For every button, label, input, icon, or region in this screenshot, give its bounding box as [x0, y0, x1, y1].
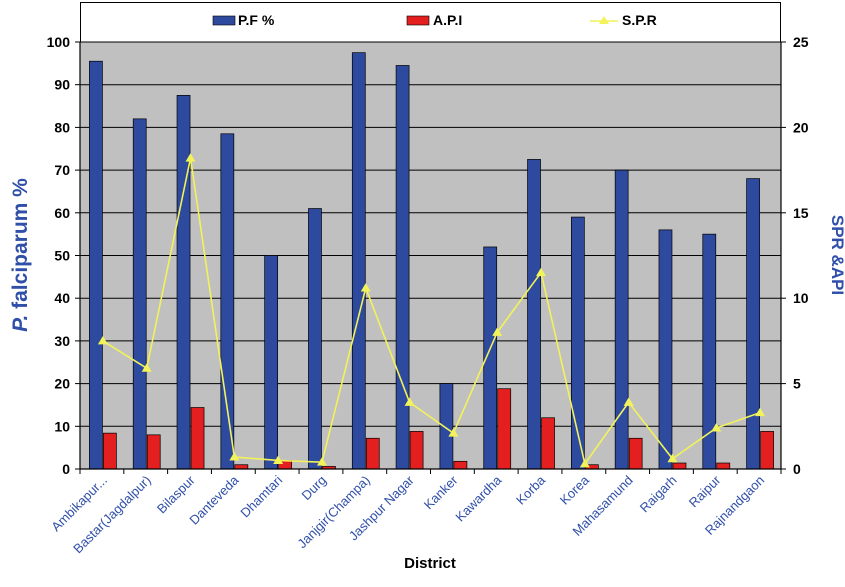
- category-label: Bilaspur: [154, 472, 198, 516]
- spr-point: [448, 428, 459, 437]
- left-axis-ticks: 0 10 20 30 40 50 60 70 80 90 100: [47, 34, 80, 477]
- category-label: Kanker: [421, 472, 461, 512]
- right-axis-ticks: 0 5 10 15 20 25: [781, 34, 809, 477]
- pf-bar: [220, 133, 235, 470]
- pf-bar: [439, 383, 454, 470]
- api-bar: [716, 462, 731, 470]
- spr-point: [185, 153, 196, 162]
- spr-line: [97, 153, 766, 468]
- left-tick-label: 20: [54, 376, 70, 392]
- left-tick-label: 70: [54, 162, 70, 178]
- category-label: Kawardha: [452, 472, 505, 525]
- left-tick-label: 50: [54, 248, 70, 264]
- right-tick-label: 25: [793, 34, 809, 50]
- category-label: Dhamtari: [237, 472, 285, 520]
- api-bar: [628, 437, 643, 470]
- spr-point: [711, 423, 722, 432]
- right-tick-label: 10: [793, 290, 809, 306]
- api-bar: [365, 437, 380, 470]
- category-label: Bastar(Jagdalpur): [70, 473, 154, 557]
- legend-swatch-spr-marker: [599, 16, 609, 24]
- left-tick-label: 100: [47, 34, 71, 50]
- spr-point: [623, 397, 634, 406]
- spr-polyline: [102, 157, 761, 466]
- legend-swatch-api: [406, 15, 430, 26]
- api-bar: [234, 464, 249, 470]
- spr-point: [316, 457, 327, 466]
- spr-point: [273, 455, 284, 464]
- api-bar: [409, 431, 424, 470]
- pf-bar: [176, 95, 191, 470]
- category-label: Korea: [557, 472, 593, 508]
- spr-point: [360, 282, 371, 292]
- api-bar: [103, 432, 117, 470]
- pf-bar: [264, 255, 279, 470]
- y-axis-title-left-italic: P.: [9, 315, 32, 332]
- left-tick-label: 80: [54, 119, 70, 135]
- left-tick-label: 60: [54, 205, 70, 221]
- spr-point: [404, 397, 415, 406]
- api-bar: [453, 460, 468, 470]
- y-axis-title-left: P. falciparum %: [9, 178, 32, 332]
- api-bar: [190, 407, 205, 470]
- right-tick-label: 5: [793, 376, 801, 392]
- left-tick-label: 0: [62, 461, 70, 477]
- spr-point: [755, 407, 766, 417]
- y-axis-title-left-rest: falciparum %: [9, 178, 32, 315]
- spr-point: [229, 452, 240, 461]
- category-label: Durg: [299, 473, 330, 504]
- legend-label-api: A.P.I: [433, 12, 462, 28]
- api-bar: [760, 431, 774, 470]
- left-tick-label: 30: [54, 333, 70, 349]
- pf-bar: [395, 65, 410, 470]
- legend-label-pf: P.F %: [238, 12, 275, 28]
- spr-point: [141, 363, 152, 372]
- api-bar: [672, 462, 687, 470]
- pf-bar: [132, 118, 147, 470]
- category-labels: Ambikapur...Bastar(Jagdalpur) BilaspurDan…: [48, 472, 767, 556]
- spr-point: [579, 458, 590, 468]
- y-axis-title-right: SPR &API: [828, 215, 845, 295]
- api-bars: [103, 388, 774, 470]
- pf-bar: [746, 178, 760, 470]
- pf-bar: [614, 169, 629, 470]
- pf-bar: [89, 60, 103, 470]
- right-tick-label: 20: [793, 119, 809, 135]
- pf-bars: [89, 52, 760, 470]
- legend-swatch-pf: [212, 15, 236, 26]
- right-tick-label: 0: [793, 461, 801, 477]
- api-bar: [146, 434, 161, 470]
- x-axis-title: District: [404, 555, 456, 572]
- category-label: Raipur: [686, 472, 724, 510]
- left-tick-label: 90: [54, 77, 70, 93]
- spr-point: [536, 267, 547, 277]
- legend: P.F % A.P.I S.P.R: [212, 12, 657, 28]
- spr-point: [492, 327, 503, 336]
- left-tick-label: 10: [54, 418, 70, 434]
- api-bar: [497, 388, 512, 470]
- api-bar: [541, 417, 555, 470]
- pf-bar: [351, 52, 366, 470]
- pf-bar: [658, 229, 673, 470]
- pf-bar: [308, 208, 322, 470]
- left-tick-label: 40: [54, 290, 70, 306]
- pf-bar: [527, 159, 541, 470]
- legend-label-spr: S.P.R: [622, 12, 657, 28]
- spr-point: [97, 335, 108, 345]
- right-tick-label: 15: [793, 205, 809, 221]
- spr-point: [667, 453, 678, 463]
- category-label: Raigarh: [637, 473, 680, 516]
- category-label: Korba: [513, 472, 549, 508]
